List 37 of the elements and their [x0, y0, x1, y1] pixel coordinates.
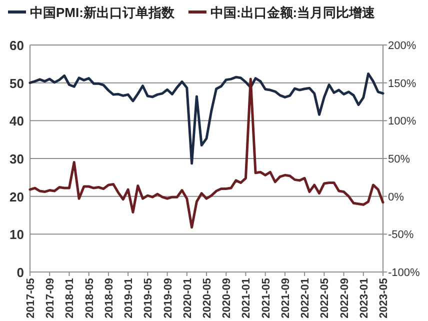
- x-tick-label: 2022-01: [300, 278, 312, 318]
- x-tick-label: 2018-05: [84, 278, 96, 318]
- y-tick-label: 10: [10, 227, 24, 242]
- y2-tick-label: 50%: [388, 154, 410, 166]
- y-tick-label: 30: [10, 152, 24, 166]
- line-series: [28, 78, 384, 229]
- legend-label: 中国:出口金额:当月同比增速: [210, 5, 376, 20]
- x-tick-label: 2018-09: [103, 278, 116, 318]
- x-tick-label: 2018-01: [64, 278, 76, 318]
- x-tick-label: 2020-01: [182, 278, 194, 318]
- x-tick-label: 2021-05: [260, 278, 272, 318]
- line-series: [28, 72, 384, 165]
- y-tick-label: 60: [10, 38, 24, 53]
- y2-tick-label: 150%: [388, 78, 416, 90]
- x-tick-label: 2017-09: [44, 278, 57, 318]
- x-tick-label: 2019-05: [142, 278, 155, 318]
- y2-tick-label: -100%: [388, 267, 420, 279]
- y2-tick-label: 100%: [388, 116, 416, 128]
- y2-tick-label: 200%: [388, 40, 416, 52]
- y-tick-label: 0: [16, 265, 24, 280]
- x-tick-label: 2022-09: [338, 278, 351, 318]
- y-tick-label: 40: [10, 114, 24, 129]
- x-tick-label: 2021-01: [240, 278, 253, 318]
- legend-label: 中国PMI:新出口订单指数: [30, 5, 176, 20]
- y-tick-label: 20: [10, 189, 24, 204]
- x-tick-label: 2019-09: [162, 278, 174, 318]
- y-tick-label: 50: [10, 76, 24, 91]
- x-tick-label: 2023-05: [378, 278, 390, 318]
- x-tick-label: 2020-09: [221, 278, 234, 318]
- x-tick-label: 2017-05: [25, 278, 37, 318]
- y2-tick-label: -50%: [388, 229, 414, 242]
- x-tick-label: 2021-09: [280, 278, 292, 318]
- y2-tick-label: 0%: [388, 191, 404, 204]
- x-tick-label: 2019-01: [123, 278, 136, 318]
- x-tick-label: 2020-05: [202, 278, 214, 318]
- x-tick-label: 2023-01: [358, 278, 370, 318]
- x-tick-label: 2022-05: [319, 278, 332, 318]
